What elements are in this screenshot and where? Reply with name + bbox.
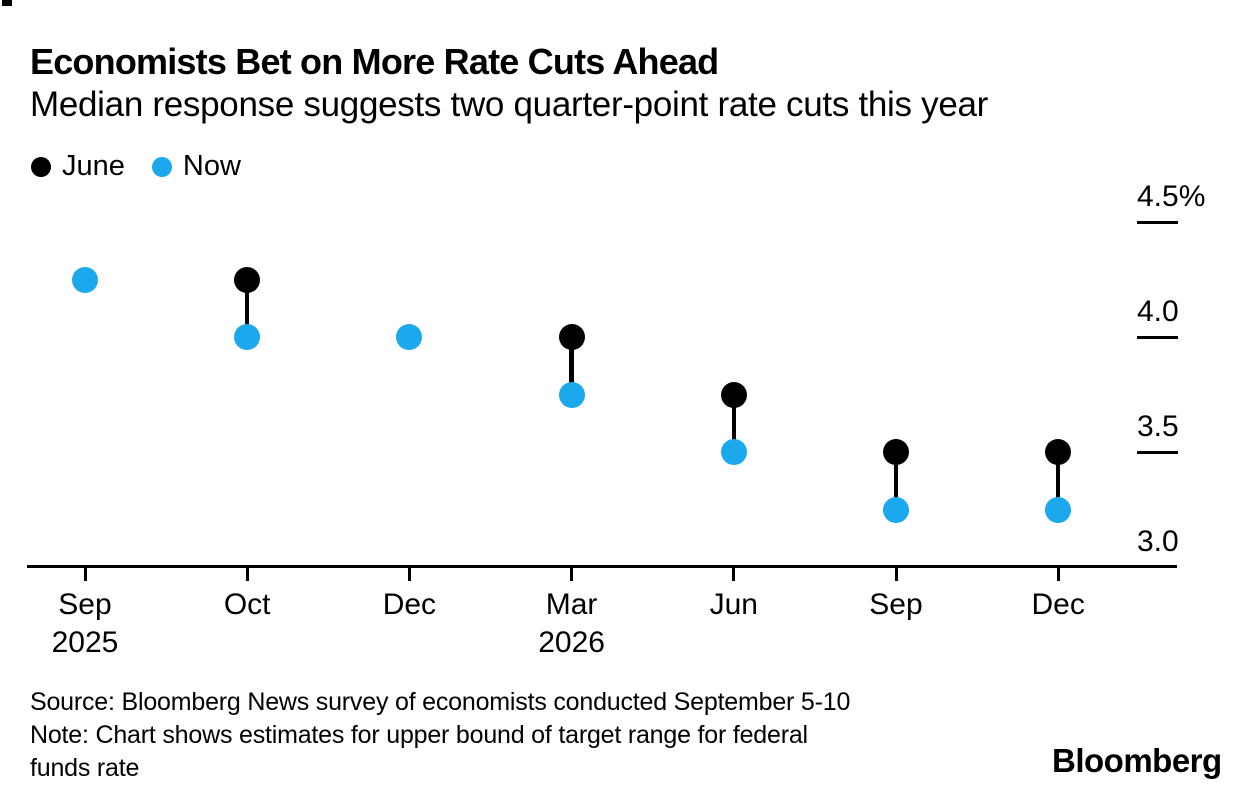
data-point-june-6	[1045, 439, 1072, 465]
x-tick	[570, 565, 574, 581]
connector-line-3	[569, 337, 574, 395]
y-tick-label: 3.5	[1137, 410, 1179, 443]
bloomberg-logo: Bloomberg	[1052, 742, 1222, 779]
note-text: Note: Chart shows estimates for upper bo…	[30, 721, 808, 782]
y-tick-label: 3.0	[1137, 525, 1179, 558]
connector-line-1	[244, 279, 250, 337]
data-point-now-3	[558, 381, 585, 408]
y-tick-line	[1137, 221, 1178, 224]
data-point-now-6	[1045, 496, 1072, 523]
x-tick-label: Dec	[382, 588, 437, 621]
x-tick-label: Mar	[545, 588, 598, 621]
data-point-june-1	[234, 266, 261, 293]
x-tick-label: Oct	[223, 588, 271, 621]
legend-item-june: June	[31, 150, 125, 183]
x-tick	[1056, 565, 1060, 581]
chart-legend: June Now	[31, 150, 241, 183]
connector-line-6	[1055, 452, 1061, 510]
connector-line-4	[731, 394, 737, 452]
y-tick-line	[1137, 451, 1178, 454]
x-tick	[894, 565, 898, 581]
legend-label-now: Now	[182, 150, 241, 182]
x-tick-label: Sep	[58, 588, 112, 621]
data-point-june-4	[720, 381, 747, 408]
connector-line-5	[893, 452, 899, 510]
page-subtitle: Median response suggests two quarter-poi…	[30, 85, 989, 124]
june-series-dot-icon	[31, 156, 51, 177]
data-point-now-0	[72, 266, 98, 293]
y-tick-line	[1137, 336, 1178, 339]
data-point-now-1	[234, 324, 261, 350]
x-tick-year: 2025	[51, 626, 119, 659]
x-tick-year: 2026	[538, 626, 605, 659]
data-point-now-2	[396, 324, 423, 350]
x-tick	[83, 565, 87, 581]
now-series-dot-icon	[151, 156, 172, 177]
source-text: Source: Bloomberg News survey of economi…	[30, 688, 851, 716]
x-tick	[407, 565, 411, 581]
legend-label-june: June	[62, 150, 125, 182]
chart-footer: Source: Bloomberg News survey of economi…	[30, 686, 990, 785]
corner-mark	[2, 0, 12, 6]
y-tick-label: 4.0	[1137, 295, 1179, 328]
legend-item-now: Now	[151, 150, 241, 183]
x-tick	[245, 565, 249, 581]
data-point-june-5	[883, 439, 909, 465]
x-tick-label: Dec	[1031, 588, 1085, 621]
y-tick-label: 4.5%	[1137, 180, 1206, 213]
x-tick-label: Sep	[869, 588, 923, 621]
page-title: Economists Bet on More Rate Cuts Ahead	[30, 41, 719, 82]
data-point-now-4	[720, 439, 747, 465]
data-point-now-5	[883, 496, 909, 523]
x-axis-line	[27, 565, 1177, 568]
x-tick	[732, 565, 736, 581]
data-point-june-3	[558, 324, 585, 350]
x-tick-label: Jun	[709, 588, 758, 621]
